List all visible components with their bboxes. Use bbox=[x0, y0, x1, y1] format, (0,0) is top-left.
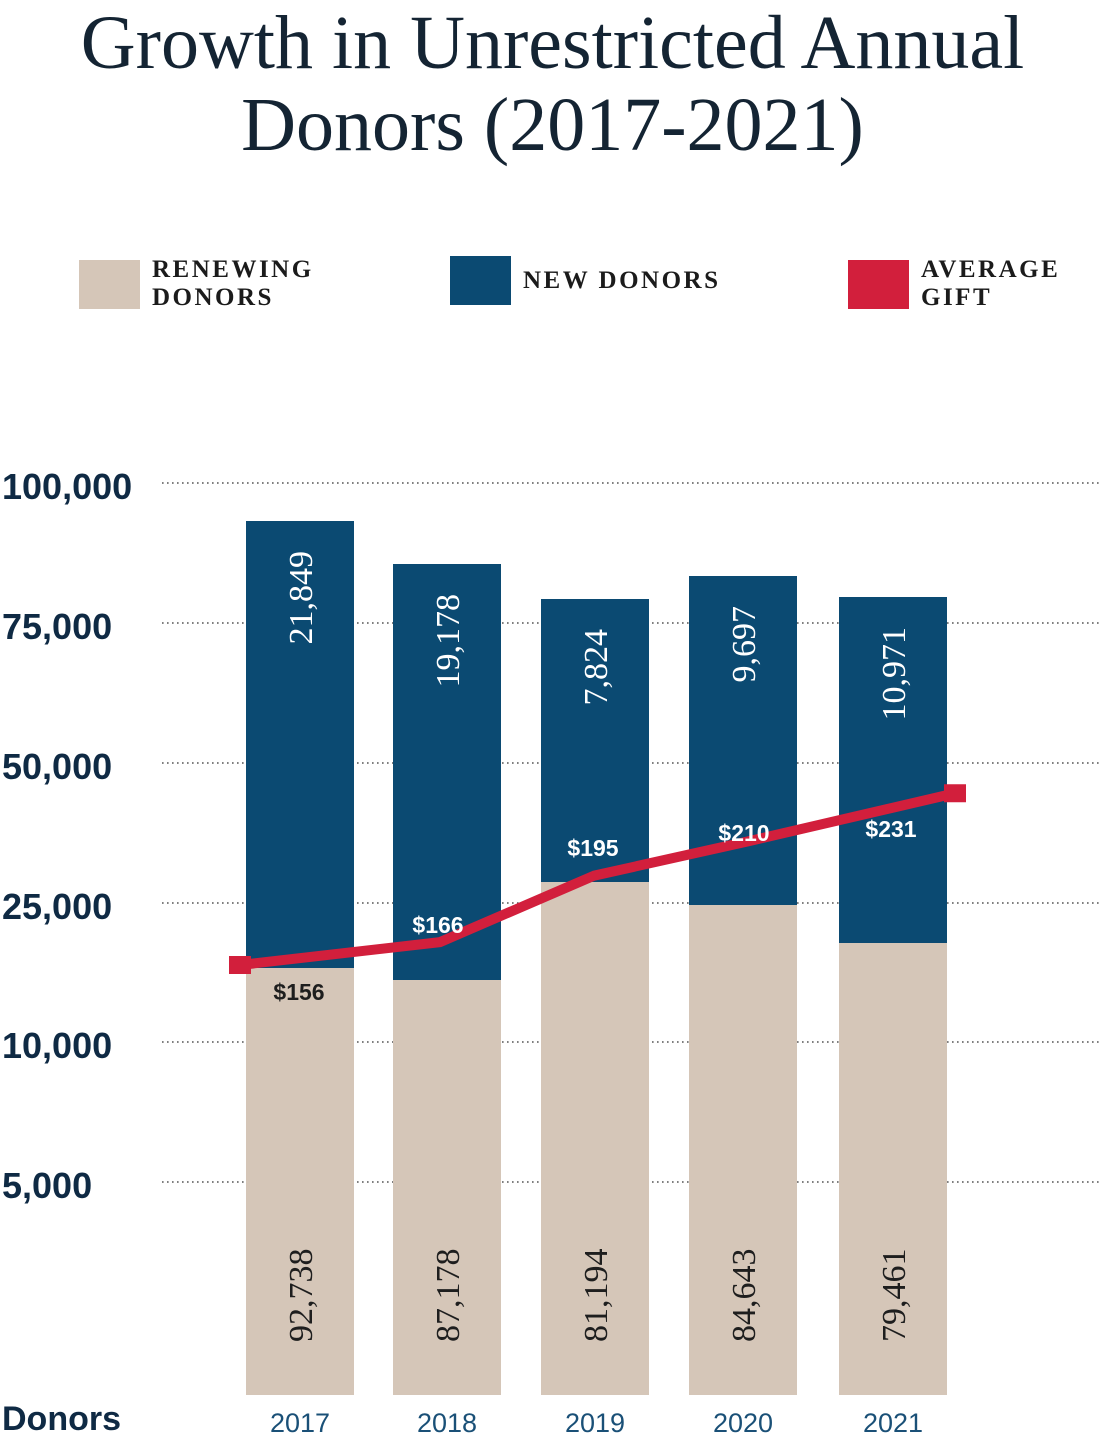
bars bbox=[246, 521, 947, 1395]
x-tick-2020: 2020 bbox=[713, 1408, 773, 1438]
legend-item-renewing: RENEWING DONORS bbox=[79, 256, 327, 312]
label-average-gift-2020: $210 bbox=[718, 820, 769, 846]
label-average-gift-2019: $195 bbox=[567, 835, 618, 861]
bar-new-2018 bbox=[393, 564, 501, 980]
label-new-2019: 7,824 bbox=[578, 629, 615, 706]
x-tick-2017: 2017 bbox=[270, 1408, 330, 1438]
title-line-2: Donors (2017-2021) bbox=[241, 83, 864, 167]
label-average-gift-2017: $156 bbox=[273, 979, 324, 1005]
y-tick-label: 10,000 bbox=[2, 1025, 112, 1066]
bar-renewing-2017 bbox=[246, 968, 354, 1395]
legend-label-average: AVERAGE GIFT bbox=[921, 256, 1061, 311]
average-gift-line-layer bbox=[229, 784, 966, 974]
legend-swatch-average bbox=[848, 259, 909, 309]
average-gift-marker bbox=[229, 956, 251, 974]
title-line-1: Growth in Unrestricted Annual bbox=[80, 1, 1025, 85]
data-labels: 21,849 92,738 19,178 87,178 7,824 81,194 9,697… bbox=[273, 551, 916, 1342]
label-new-2018: 19,178 bbox=[430, 594, 467, 688]
label-average-gift-2021: $231 bbox=[865, 816, 916, 842]
legend-label-renewing: RENEWING DONORS bbox=[152, 256, 314, 311]
label-renewing-2018: 87,178 bbox=[430, 1249, 467, 1343]
label-renewing-2019: 81,194 bbox=[578, 1249, 615, 1343]
y-tick-label: 75,000 bbox=[2, 606, 112, 647]
average-gift-marker bbox=[944, 784, 966, 803]
x-tick-2021: 2021 bbox=[863, 1408, 923, 1438]
bar-new-2019 bbox=[541, 599, 649, 882]
bar-renewing-2018 bbox=[393, 980, 501, 1395]
bar-new-2017 bbox=[246, 521, 354, 968]
label-renewing-2017: 92,738 bbox=[283, 1249, 320, 1343]
x-tick-2019: 2019 bbox=[565, 1408, 625, 1438]
x-tick-2018: 2018 bbox=[417, 1408, 477, 1438]
y-tick-label: 100,000 bbox=[2, 466, 132, 507]
bar-new-2021 bbox=[839, 597, 947, 943]
label-renewing-2021: 79,461 bbox=[876, 1249, 913, 1343]
bar-renewing-2021 bbox=[839, 943, 947, 1395]
x-tick-labels: 2017 2018 2019 2020 2021 Donors bbox=[2, 1400, 923, 1438]
average-gift-line bbox=[239, 788, 957, 970]
label-renewing-2020: 84,643 bbox=[726, 1249, 763, 1343]
legend-swatch-renewing bbox=[79, 259, 140, 309]
y-tick-label: 50,000 bbox=[2, 746, 112, 787]
legend-item-new: NEW DONORS bbox=[450, 256, 743, 305]
y-tick-label: 25,000 bbox=[2, 886, 112, 927]
bar-renewing-2020 bbox=[689, 905, 797, 1395]
bar-renewing-2019 bbox=[541, 882, 649, 1395]
label-new-2021: 10,971 bbox=[876, 627, 913, 721]
label-average-gift-2018: $166 bbox=[412, 912, 463, 938]
legend-label-new: NEW DONORS bbox=[523, 266, 721, 294]
chart-title-text: Growth in Unrestricted Annual Donors (20… bbox=[0, 2, 1105, 166]
legend-swatch-new bbox=[450, 256, 511, 305]
label-new-2017: 21,849 bbox=[283, 551, 320, 645]
x-axis-label: Donors bbox=[2, 1400, 121, 1438]
label-new-2020: 9,697 bbox=[726, 606, 763, 683]
y-tick-label: 5,000 bbox=[2, 1165, 92, 1206]
y-tick-labels: 100,000 75,000 50,000 25,000 10,000 5,000 bbox=[2, 466, 132, 1206]
legend-item-average: AVERAGE GIFT bbox=[848, 256, 1081, 312]
